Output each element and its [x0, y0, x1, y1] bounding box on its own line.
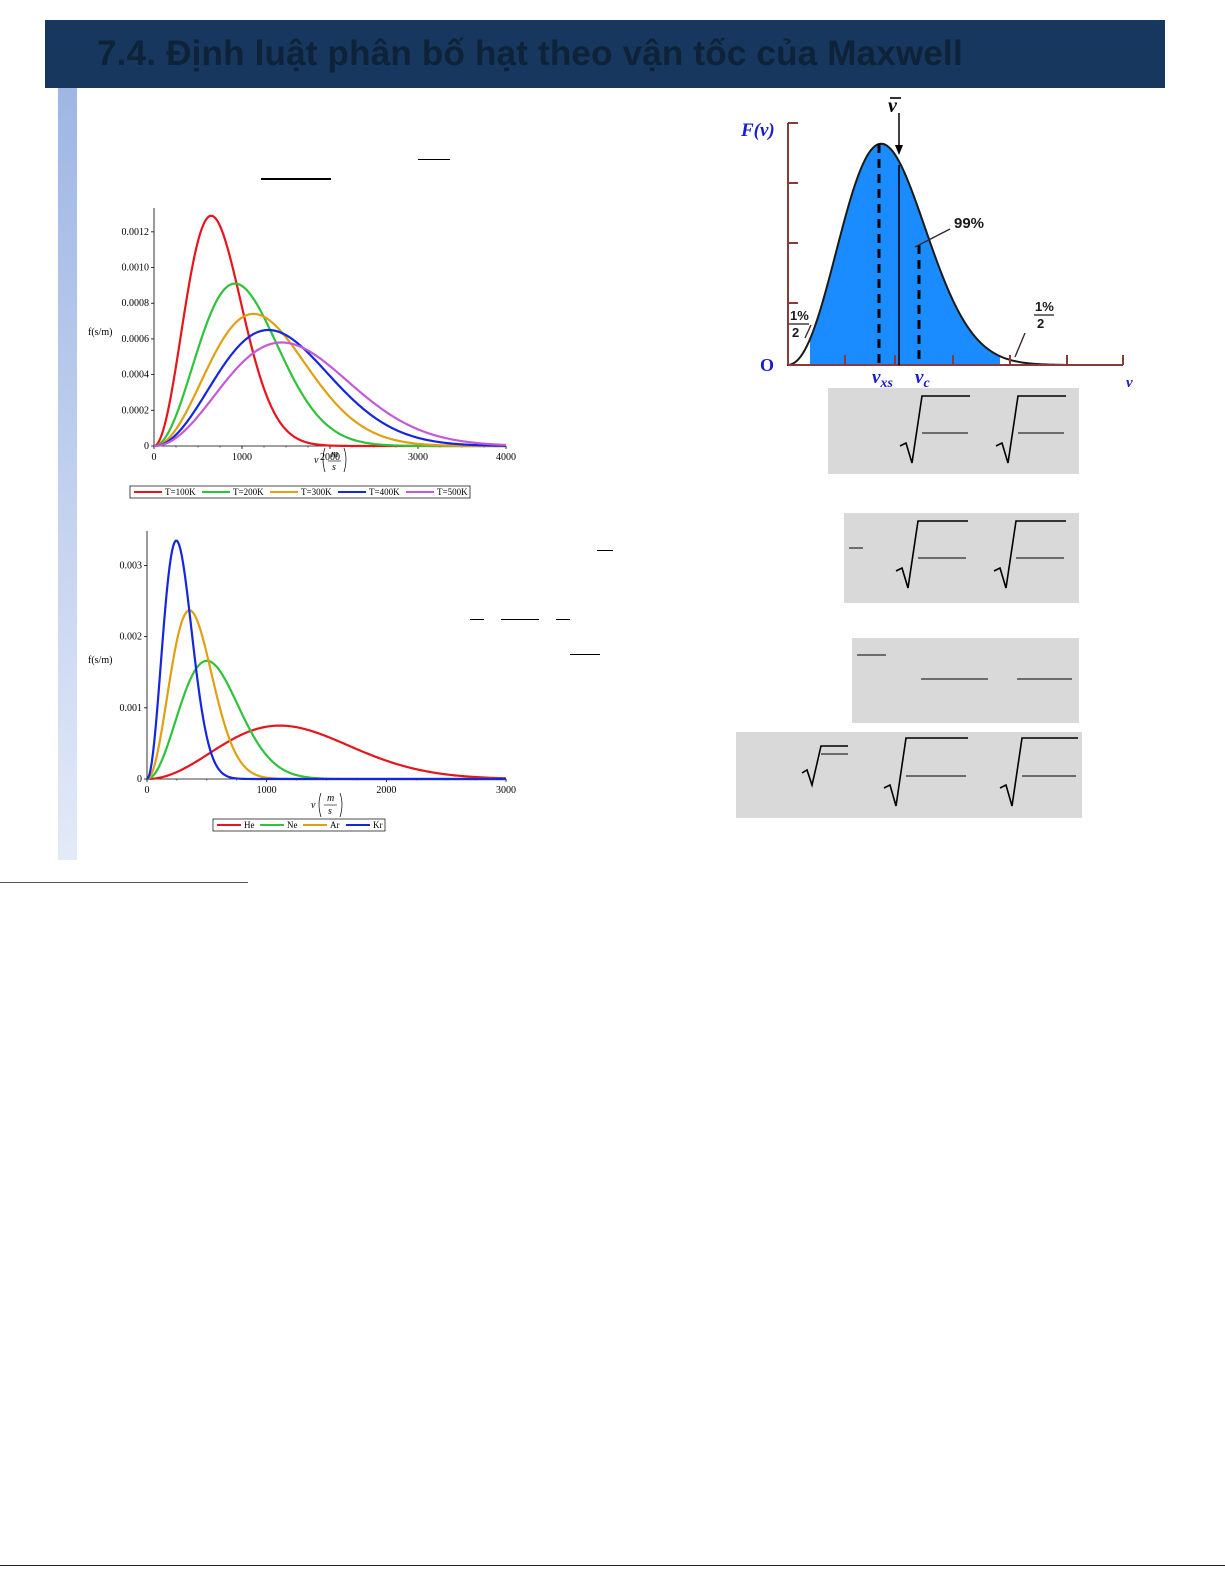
x-tick-label: 2000	[320, 452, 340, 463]
x-axis-unit-num: m	[331, 449, 338, 460]
formula-line	[597, 550, 613, 551]
series-curve-Ne	[146, 659, 506, 781]
origin-label: O	[760, 355, 774, 375]
pct-99-label: 99%	[954, 215, 984, 232]
formula-line	[261, 178, 331, 180]
x-tick-label: 3000	[496, 785, 516, 796]
x-axis-label: v	[311, 800, 316, 811]
legend-label: Kr	[373, 820, 383, 830]
y-tick-label: 0.001	[120, 703, 143, 714]
series-curve-He	[146, 724, 507, 781]
vc-label: vc	[915, 367, 930, 391]
x-axis-unit-den: s	[332, 462, 336, 473]
x-axis-label: v	[1126, 375, 1133, 391]
x-tick-label: 2000	[376, 785, 396, 796]
series-curve-Kr	[146, 539, 506, 781]
y-tick-label: 0.002	[120, 632, 143, 643]
maxwell-speed-diagram: v F(v) O vxs vc v 99% 1% 2 1% 2	[740, 95, 1133, 391]
shaded-99-area	[810, 143, 1000, 365]
x-axis-unit-num: m	[327, 793, 334, 804]
series-curve-T=500K	[153, 341, 507, 448]
x-axis-unit-den: s	[328, 806, 332, 817]
formula-box-vxs	[828, 388, 1079, 474]
y-tick-label: 0	[144, 441, 149, 452]
formula-line	[556, 619, 570, 620]
formula-line	[570, 654, 600, 655]
y-axis-label: f(s/m)	[88, 655, 112, 666]
gas-distribution-chart: 0 0.001 0.002 0.003 0 1000 2000 3000 f(s/m) v m…	[88, 531, 516, 832]
legend: T=100K T=200K T=300K T=400K T=500K	[129, 485, 471, 499]
y-axis-label: f(s/m)	[88, 327, 112, 338]
legend-label: T=200K	[233, 487, 264, 497]
page-bottom-rule	[0, 1565, 1225, 1566]
pct-left-den: 2	[792, 325, 799, 340]
y-tick-label: 0.0010	[122, 263, 150, 274]
footnote-rule	[0, 882, 248, 883]
series-curve-T=100K	[153, 214, 506, 448]
y-tick-label: 0.0002	[122, 405, 150, 416]
y-tick-label: 0.003	[120, 560, 143, 571]
legend-label: T=300K	[301, 487, 332, 497]
y-axis-label: F(v)	[740, 120, 775, 141]
series-curve-T=300K	[153, 312, 506, 448]
x-tick-label: 1000	[257, 785, 277, 796]
formula-line	[418, 159, 450, 160]
formula-line	[470, 619, 484, 620]
legend-label: Ar	[330, 820, 340, 830]
y-tick-label: 0.0006	[122, 334, 150, 345]
x-tick-label: 0	[145, 785, 150, 796]
legend-label: He	[244, 820, 255, 830]
x-axis-label: v	[314, 455, 319, 466]
pct-left-num: 1%	[790, 308, 809, 323]
series-curve-T=400K	[153, 328, 507, 448]
series-curve-Ar	[146, 609, 506, 781]
y-tick-label: 0.0004	[122, 370, 150, 381]
x-tick-label: 4000	[496, 452, 516, 463]
header-bar: 7.4. Định luật phân bố hạt theo vận tốc …	[45, 20, 1165, 88]
legend: He Ne Ar Kr	[212, 818, 386, 832]
formula-line	[501, 619, 539, 620]
pct-right-num: 1%	[1035, 299, 1054, 314]
temperature-distribution-chart: 0 0.0002 0.0004 0.0006 0.0008 0.0010 0.0012 0 10…	[88, 208, 516, 499]
x-tick-label: 0	[152, 452, 157, 463]
pct-right-den: 2	[1037, 316, 1044, 331]
y-tick-label: 0	[137, 774, 142, 785]
sidebar-accent-bar	[58, 88, 77, 860]
axes	[787, 122, 1124, 366]
y-tick-label: 0.0008	[122, 298, 150, 309]
x-tick-label: 3000	[408, 452, 428, 463]
formula-box-vc	[736, 732, 1082, 818]
formula-box-v2	[852, 638, 1079, 723]
legend-label: Ne	[287, 820, 298, 830]
vbar-label: v	[888, 95, 898, 117]
formula-radicals	[801, 395, 1078, 807]
y-tick-label: 0.0012	[122, 227, 150, 238]
legend-label: T=400K	[369, 487, 400, 497]
page-title: 7.4. Định luật phân bố hạt theo vận tốc …	[97, 34, 963, 73]
vxs-label: vxs	[872, 367, 893, 391]
legend-label: T=100K	[165, 487, 196, 497]
legend-label: T=500K	[437, 487, 468, 497]
distribution-curve	[786, 142, 1066, 366]
x-tick-label: 1000	[232, 452, 252, 463]
